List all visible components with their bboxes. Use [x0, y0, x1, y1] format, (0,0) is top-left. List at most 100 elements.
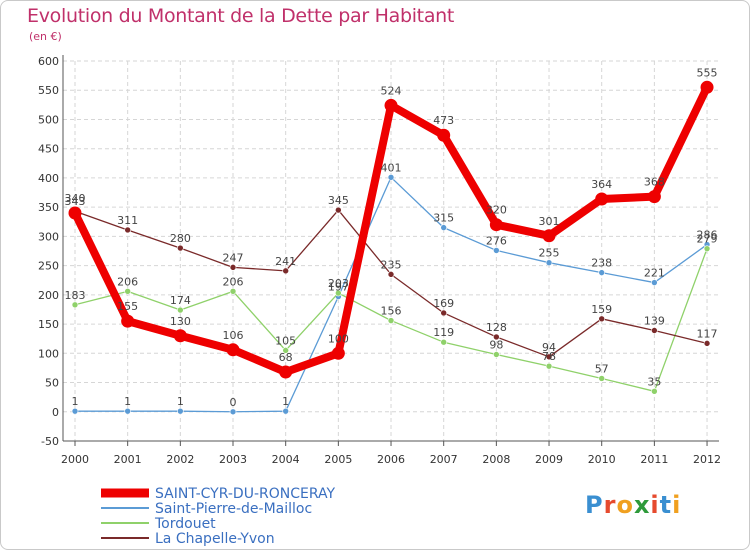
- data-label: 473: [433, 114, 454, 127]
- data-point: [489, 218, 503, 232]
- x-tick-label: 2002: [166, 453, 194, 466]
- data-label: 169: [433, 297, 454, 310]
- data-label: 206: [223, 275, 244, 288]
- data-label: 368: [644, 176, 665, 189]
- data-label: 555: [697, 66, 718, 79]
- data-label: 364: [591, 178, 612, 191]
- data-point: [493, 351, 500, 358]
- data-label: 119: [433, 326, 454, 339]
- x-tick-label: 2010: [588, 453, 616, 466]
- data-point: [177, 407, 184, 415]
- x-tick-label: 2000: [61, 453, 89, 466]
- data-label: 206: [117, 275, 138, 288]
- y-tick-label: 350: [38, 201, 59, 214]
- data-point: [703, 340, 711, 347]
- data-point: [493, 333, 500, 341]
- x-tick-label: 2006: [377, 453, 405, 466]
- x-tick-label: 2011: [640, 453, 668, 466]
- data-label: 203: [328, 277, 349, 290]
- data-point: [124, 407, 131, 415]
- x-tick-label: 2012: [693, 453, 721, 466]
- data-point: [279, 365, 293, 379]
- data-label: 117: [697, 327, 718, 340]
- data-point: [331, 346, 345, 360]
- data-label: 155: [117, 300, 138, 313]
- data-point: [177, 244, 184, 252]
- x-tick-label: 2001: [114, 453, 142, 466]
- legend: SAINT-CYR-DU-RONCERAYSaint-Pierre-de-Mai…: [101, 486, 336, 547]
- data-label: 401: [381, 161, 402, 174]
- data-label: 320: [486, 204, 507, 217]
- x-tick-label: 2008: [482, 453, 510, 466]
- data-point: [71, 301, 79, 309]
- logo-letter: x: [633, 491, 651, 519]
- data-point: [384, 98, 398, 112]
- data-label: 57: [595, 362, 609, 375]
- data-point: [124, 288, 131, 295]
- data-point: [387, 174, 395, 181]
- data-point: [598, 375, 606, 382]
- logo-letter: o: [616, 491, 634, 519]
- x-tick-label: 2004: [272, 453, 300, 466]
- y-tick-label: 50: [45, 377, 59, 390]
- data-point: [440, 309, 447, 317]
- data-labels: 1 1 1 0 1 197 401 315 276 255 238 221 286 183 206 174 20…: [65, 66, 718, 408]
- data-label: 106: [223, 329, 244, 342]
- y-tick-label: 0: [52, 406, 59, 419]
- grid: [63, 60, 719, 442]
- data-point: [229, 408, 237, 416]
- data-label: 94: [542, 341, 556, 354]
- logo-letter: t: [659, 491, 673, 519]
- data-label: 105: [275, 334, 296, 347]
- data-point: [651, 279, 658, 286]
- data-point: [335, 289, 342, 297]
- data-label: 98: [489, 338, 503, 351]
- data-point: [440, 338, 447, 346]
- data-point: [437, 128, 451, 142]
- data-label: 68: [279, 351, 293, 364]
- legend-label: La Chapelle-Yvon: [155, 531, 275, 547]
- data-label: 276: [486, 234, 507, 247]
- data-point: [387, 317, 395, 324]
- data-point: [229, 264, 237, 271]
- data-label: 1: [282, 395, 289, 408]
- logo-letter: r: [603, 491, 617, 519]
- data-label: 159: [591, 303, 612, 316]
- data-point: [595, 192, 609, 206]
- data-label: 340: [65, 192, 86, 205]
- data-label: 241: [275, 255, 296, 268]
- y-tick-label: 150: [38, 318, 59, 331]
- data-point: [173, 329, 187, 343]
- axes: -500501001502002503003504004505005506002…: [38, 55, 721, 466]
- x-tick-label: 2003: [219, 453, 247, 466]
- data-label: 156: [381, 305, 402, 318]
- data-label: 183: [65, 289, 86, 302]
- data-point: [229, 288, 237, 295]
- data-point: [226, 343, 240, 357]
- chart-title: Evolution du Montant de la Dette par Hab…: [27, 5, 455, 27]
- data-label: 1: [124, 395, 131, 408]
- data-label: 345: [328, 194, 349, 207]
- data-point: [700, 80, 714, 94]
- data-label: 130: [170, 315, 191, 328]
- proxiti-logo: Proxiti: [585, 491, 681, 519]
- data-point: [282, 267, 289, 275]
- data-point: [703, 245, 711, 252]
- data-point: [121, 314, 135, 328]
- legend-label: Saint-Pierre-de-Mailloc: [155, 501, 312, 517]
- data-label: 235: [381, 258, 402, 271]
- y-tick-label: 400: [38, 172, 59, 185]
- data-label: 247: [223, 251, 244, 264]
- data-label: 35: [647, 375, 661, 388]
- logo-letter: P: [585, 491, 604, 519]
- data-point: [598, 269, 606, 276]
- logo-letter: i: [672, 491, 682, 519]
- data-point: [124, 226, 131, 234]
- data-label: 174: [170, 294, 191, 307]
- data-label: 221: [644, 267, 665, 280]
- data-point: [545, 353, 553, 361]
- data-label: 524: [381, 84, 402, 97]
- x-tick-label: 2007: [430, 453, 458, 466]
- data-point: [493, 247, 500, 254]
- data-label: 301: [539, 215, 560, 228]
